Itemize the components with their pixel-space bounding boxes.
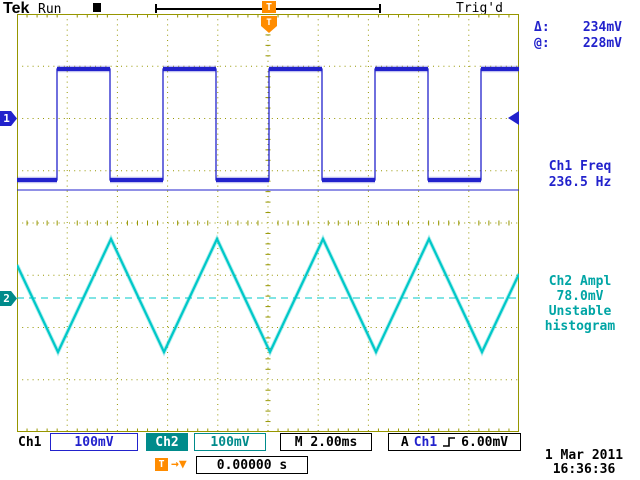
date-text: 1 Mar 2011 [544, 448, 624, 463]
arrow-right-down-icon: →▼ [171, 457, 187, 472]
trigger-readout: A Ch1 6.00mV [388, 433, 521, 451]
grid-dots [17, 14, 519, 432]
cursor-delta-label: Δ: [534, 20, 550, 35]
ch2-label-badge: Ch2 [146, 433, 188, 451]
ch1-scale-readout: 100mV [50, 433, 138, 451]
trigger-position-readout: 0.00000 s [196, 456, 308, 474]
time-text: 16:36:36 [552, 462, 616, 477]
cursor-at-value: 228mV [582, 36, 622, 51]
ch1-trace [17, 67, 519, 182]
record-view-bracket-left [155, 4, 157, 13]
ch2-measurement: Ch2 Ampl 78.0mV Unstable histogram [520, 274, 640, 334]
trigger-source: Ch1 [413, 434, 438, 450]
ch1-label: Ch1 [18, 435, 42, 450]
ch2-trace [17, 236, 519, 355]
ch1-measurement: Ch1 Freq 236.5 Hz [520, 159, 640, 191]
trigger-position-label: T [266, 18, 272, 28]
cursor-delta-readout: Δ: 234mV [534, 20, 622, 35]
trigger-prefix: A [400, 434, 409, 450]
cursor-at-label: @: [534, 36, 550, 51]
record-position-marker [93, 3, 101, 12]
trigger-level-arrow [508, 111, 519, 125]
ch1-trace-fuzz [17, 65, 519, 184]
ch1-position-marker: 1 [0, 111, 17, 126]
record-view-bracket-right [379, 4, 381, 13]
datetime: 1 Mar 2011 16:36:36 [530, 449, 638, 477]
tek-logo: Tek [3, 0, 30, 17]
ch1-measurement-label: Ch1 Freq [548, 159, 612, 174]
ch2-scale-readout: 100mV [194, 433, 266, 451]
trigger-time-icon: T [155, 458, 168, 471]
ch2-measurement-note2: histogram [544, 319, 616, 334]
rising-edge-icon [443, 437, 456, 447]
ch1-measurement-value: 236.5 Hz [548, 175, 612, 190]
acquisition-status: Run [38, 2, 62, 17]
cursor-at-readout: @: 228mV [534, 36, 622, 51]
ch2-measurement-label: Ch2 Ampl [548, 274, 612, 289]
ch2-position-marker: 2 [0, 291, 17, 306]
trigger-level-value: 6.00mV [461, 434, 509, 450]
timebase-readout: M 2.00ms [280, 433, 372, 451]
ch1-trace-edges [17, 68, 519, 181]
ch2-measurement-value: 78.0mV [556, 289, 604, 304]
ch2-measurement-note1: Unstable [548, 304, 612, 319]
trigger-position-icon: T [262, 1, 276, 13]
cursor-delta-value: 234mV [582, 20, 622, 35]
trigger-status: Trig'd [456, 1, 503, 16]
graticule: T [17, 14, 519, 432]
trigger-position-marker: T [261, 16, 277, 33]
trigger-position-pentagon [261, 16, 277, 33]
